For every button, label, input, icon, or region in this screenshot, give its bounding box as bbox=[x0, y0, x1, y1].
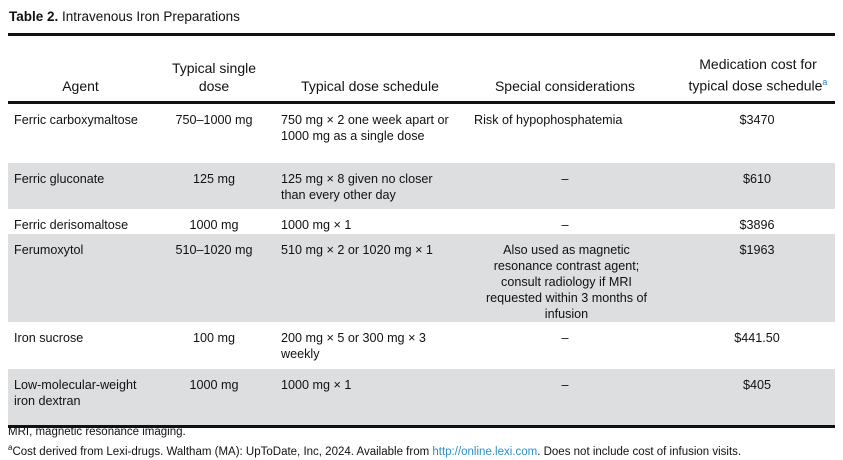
table-label: Table 2. bbox=[9, 9, 59, 24]
cost-cell: $3896 bbox=[739, 217, 775, 232]
special-cell: – bbox=[561, 330, 569, 345]
schedule-cell: 1000 mg × 1 bbox=[281, 377, 352, 392]
agent-cell: Iron sucrose bbox=[14, 330, 84, 345]
table-caption: Intravenous Iron Preparations bbox=[62, 9, 240, 24]
special-cell: – bbox=[561, 217, 569, 232]
cost-cell: $3470 bbox=[739, 113, 775, 127]
cost-note-text: Cost derived from Lexi-drugs. Waltham (M… bbox=[12, 445, 433, 458]
note-mark: a bbox=[8, 443, 13, 452]
table-row: Low-molecular-weight iron dextran 1000 mg… bbox=[8, 368, 835, 427]
header-agent: Agent bbox=[62, 78, 99, 94]
table-row: Ferric derisomaltose 1000 mg 1000 mg × 1 – $… bbox=[8, 209, 835, 234]
dose-cell: 100 mg bbox=[192, 330, 235, 345]
agent-cell: Ferric carboxymaltose bbox=[14, 113, 138, 127]
dose-cell: 1000 mg bbox=[189, 217, 239, 232]
table-row: Ferric carboxymaltose 750–1000 mg 750 mg ×… bbox=[8, 103, 835, 163]
schedule-cell: 200 mg × 5 or 300 mg × 3 weekly bbox=[281, 330, 426, 361]
header-cost-text: Medication cost for typical dose schedul… bbox=[688, 56, 823, 94]
cost-cell: $1963 bbox=[739, 242, 775, 257]
table-row: Ferumoxytol 510–1020 mg 510 mg × 2 or 1020… bbox=[8, 233, 835, 322]
cost-note: aCost derived from Lexi-drugs. Waltham (… bbox=[8, 440, 741, 460]
header-row: Agent Typical single dose Typical dose s… bbox=[8, 35, 835, 103]
footnote-mark: a bbox=[822, 77, 828, 88]
cost-cell: $610 bbox=[742, 171, 772, 186]
header-special: Special considerations bbox=[494, 78, 636, 94]
special-cell: – bbox=[561, 377, 569, 392]
header-schedule: Typical dose schedule bbox=[301, 78, 439, 94]
cost-note-end: . Does not include cost of infusion visi… bbox=[537, 445, 742, 458]
schedule-cell: 750 mg × 2 one week apart or 1000 mg as … bbox=[281, 113, 449, 143]
dose-cell: 1000 mg bbox=[189, 377, 239, 392]
special-cell: – bbox=[561, 171, 569, 186]
table-title: Table 2. Intravenous Iron Preparations bbox=[9, 9, 240, 24]
dose-cell: 125 mg bbox=[192, 171, 235, 186]
table-notes: MRI, magnetic resonance imaging. aCost d… bbox=[8, 424, 741, 460]
header-cost: Medication cost for typical dose schedul… bbox=[665, 35, 835, 103]
schedule-cell: 1000 mg × 1 bbox=[281, 217, 352, 232]
agent-cell: Ferric derisomaltose bbox=[14, 217, 129, 232]
special-cell: Also used as magnetic resonance contrast… bbox=[485, 242, 647, 321]
table-row: Ferric gluconate 125 mg 125 mg × 8 given n… bbox=[8, 162, 835, 209]
cost-cell: $405 bbox=[742, 377, 772, 392]
abbrev-note: MRI, magnetic resonance imaging. bbox=[8, 426, 186, 438]
cost-cell: $441.50 bbox=[734, 330, 780, 345]
schedule-cell: 125 mg × 8 given no closer than every ot… bbox=[281, 171, 433, 202]
special-cell: Risk of hypophosphatemia bbox=[474, 113, 623, 127]
iron-preparations-table: Agent Typical single dose Typical dose s… bbox=[8, 33, 835, 428]
schedule-cell: 510 mg × 2 or 1020 mg × 1 bbox=[281, 242, 433, 257]
dose-cell: 510–1020 mg bbox=[175, 242, 253, 257]
header-dose: Typical single dose bbox=[171, 60, 257, 94]
agent-cell: Ferric gluconate bbox=[14, 171, 105, 186]
lexi-link[interactable]: http://online.lexi.com bbox=[432, 445, 538, 458]
table-row: Iron sucrose 100 mg 200 mg × 5 or 300 mg ×… bbox=[8, 322, 835, 369]
agent-cell: Ferumoxytol bbox=[14, 242, 84, 257]
dose-cell: 750–1000 mg bbox=[175, 113, 253, 127]
agent-cell: Low-molecular-weight iron dextran bbox=[14, 377, 137, 408]
